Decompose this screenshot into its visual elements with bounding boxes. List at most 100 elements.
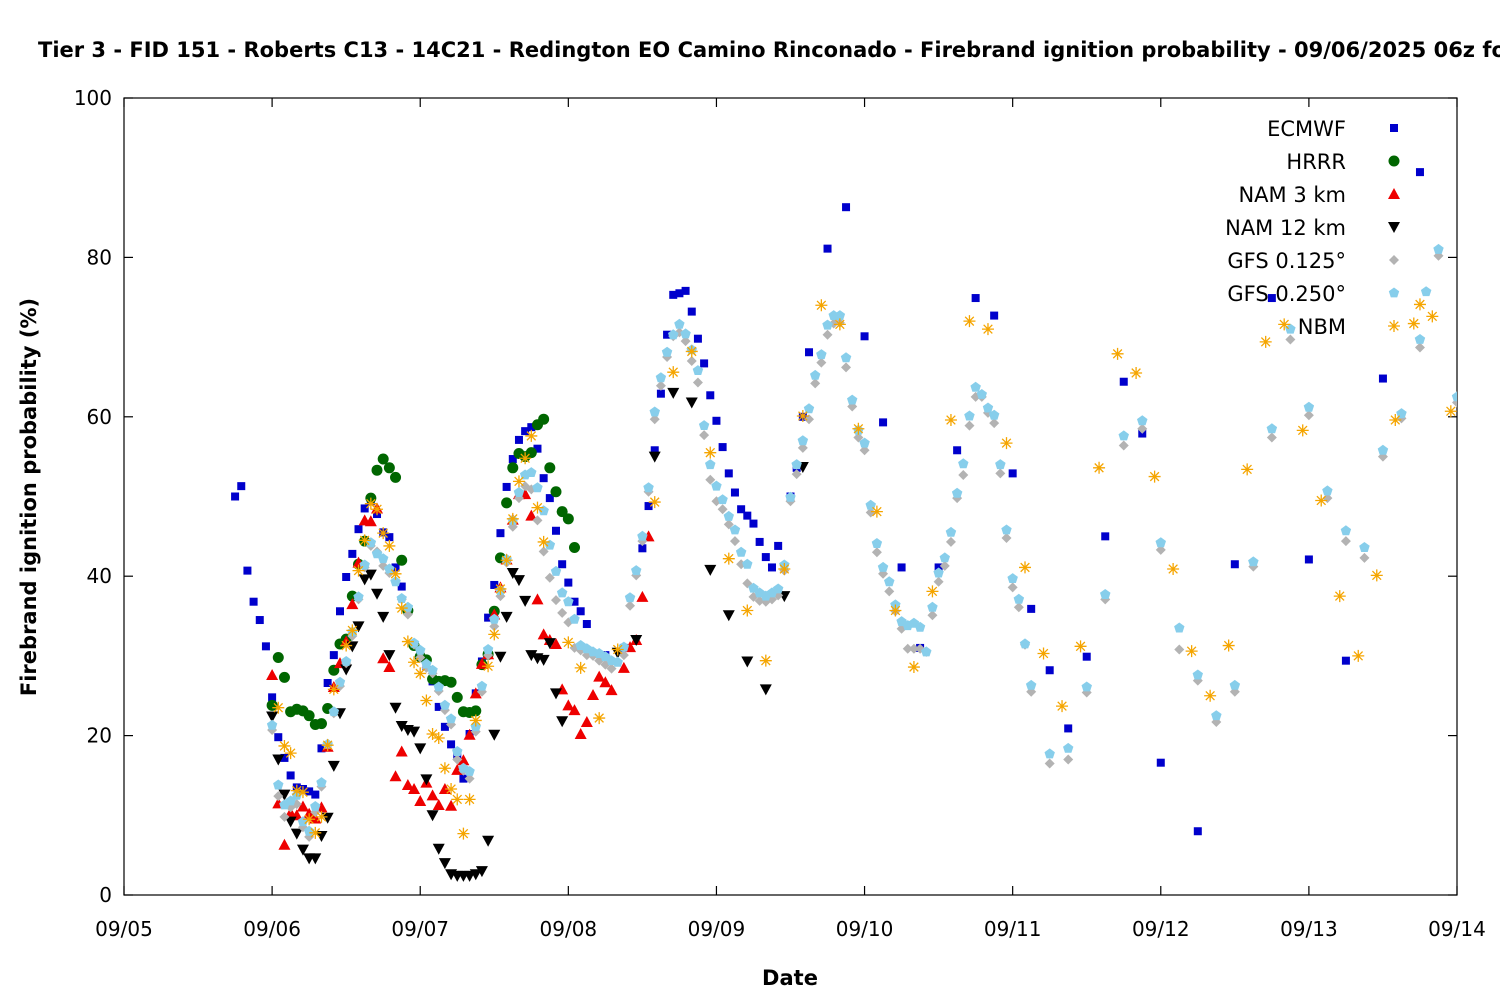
data-point: [1359, 552, 1370, 563]
data-point: [1296, 424, 1309, 437]
data-point: [1155, 537, 1166, 548]
data-point: [340, 656, 352, 666]
data-point: [383, 539, 396, 552]
data-point: [897, 563, 906, 572]
data-point: [237, 482, 246, 491]
data-point: [266, 711, 279, 723]
data-point: [704, 446, 717, 459]
legend-marker: [1389, 255, 1399, 265]
data-point: [358, 534, 371, 547]
data-point: [692, 377, 703, 388]
data-point: [1118, 440, 1129, 451]
data-point: [638, 544, 647, 553]
legend-label: NBM: [1298, 315, 1346, 339]
data-point: [427, 664, 438, 675]
data-point: [290, 784, 303, 797]
data-point: [599, 676, 612, 688]
data-point: [587, 688, 600, 700]
data-point: [1000, 437, 1013, 450]
data-point: [309, 826, 322, 839]
data-point: [496, 529, 505, 538]
data-point: [278, 739, 291, 752]
data-point: [342, 572, 351, 581]
data-point: [513, 487, 525, 497]
data-point: [668, 329, 679, 340]
data-point: [722, 552, 735, 565]
data-point: [463, 793, 476, 806]
data-point: [438, 762, 451, 775]
data-point: [833, 318, 846, 331]
data-point: [433, 681, 444, 692]
data-point: [278, 838, 291, 850]
data-point: [432, 843, 445, 855]
data-point: [921, 646, 932, 657]
data-point: [549, 688, 562, 700]
data-point: [420, 774, 433, 786]
data-point: [650, 446, 659, 455]
data-point: [525, 429, 538, 442]
data-point: [447, 740, 456, 749]
data-point: [630, 634, 643, 646]
data-point: [389, 702, 402, 714]
data-point: [506, 568, 519, 580]
data-point: [774, 541, 783, 550]
data-point: [390, 576, 401, 587]
data-point: [648, 496, 661, 509]
data-point: [1304, 555, 1313, 564]
x-tick-label: 09/09: [688, 917, 746, 941]
data-point: [558, 560, 567, 569]
x-tick-label: 09/07: [391, 917, 449, 941]
data-point: [562, 513, 574, 525]
data-point: [945, 526, 957, 537]
data-point: [700, 359, 709, 368]
data-point: [476, 680, 488, 691]
data-point: [889, 604, 902, 617]
data-point: [995, 468, 1006, 479]
data-point: [705, 459, 716, 470]
data-point: [1230, 560, 1239, 569]
data-point: [537, 628, 550, 640]
data-point: [321, 812, 334, 824]
data-point: [729, 536, 740, 547]
legend-label: NAM 12 km: [1225, 216, 1346, 240]
data-point: [569, 542, 581, 554]
data-point: [1001, 532, 1012, 543]
data-point: [755, 537, 764, 546]
data-point: [525, 650, 538, 662]
data-point: [759, 684, 772, 696]
data-point: [1266, 432, 1277, 443]
data-point: [371, 464, 383, 476]
data-point: [606, 663, 617, 674]
data-point: [280, 753, 289, 762]
data-point: [649, 414, 660, 425]
data-point: [705, 474, 716, 485]
data-point: [1340, 536, 1351, 547]
data-point: [500, 611, 513, 623]
data-point: [383, 462, 395, 474]
data-point: [1451, 391, 1457, 402]
data-point: [990, 311, 999, 320]
data-point: [512, 575, 525, 587]
data-point: [791, 459, 802, 470]
series-3: [266, 387, 809, 882]
y-tick-label: 40: [87, 564, 112, 588]
data-point: [580, 716, 593, 728]
data-point: [681, 286, 690, 295]
data-point: [1266, 423, 1278, 434]
data-point: [1081, 681, 1092, 692]
data-point: [389, 567, 402, 580]
data-point: [859, 437, 870, 448]
data-point: [469, 687, 482, 699]
data-point: [582, 620, 591, 629]
data-point: [290, 828, 303, 840]
data-point: [879, 418, 888, 427]
data-point: [564, 578, 573, 587]
data-point: [1007, 582, 1018, 593]
data-point: [545, 494, 554, 503]
data-point: [537, 654, 550, 666]
data-point: [1082, 652, 1091, 661]
data-point: [463, 728, 476, 740]
data-point: [718, 443, 727, 452]
data-point: [1444, 405, 1457, 418]
data-point: [1377, 444, 1389, 455]
